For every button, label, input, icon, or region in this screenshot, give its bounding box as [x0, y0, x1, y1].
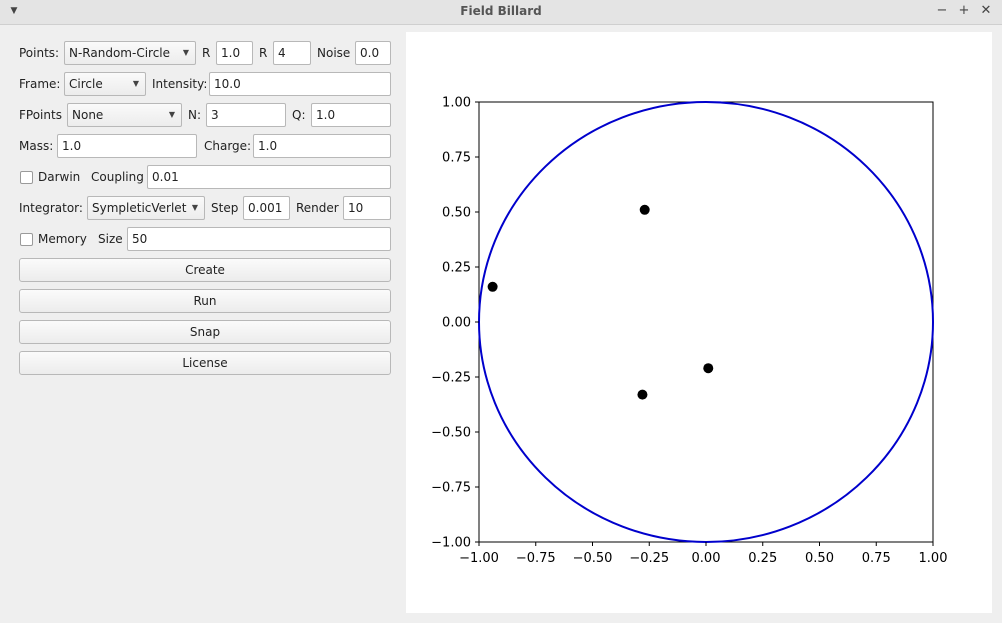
- r2-label: R: [259, 46, 268, 60]
- intensity-label: Intensity:: [152, 77, 208, 91]
- points-label: Points:: [19, 46, 60, 60]
- coupling-input[interactable]: 0.01: [147, 165, 391, 189]
- plot-canvas[interactable]: −1.00 −0.75 −0.50 −0.25 0.00 0.25 0.50 0.75 1.00…: [406, 32, 992, 613]
- chevron-down-icon: ▼: [168, 110, 175, 119]
- fpoints-label: FPoints: [19, 108, 62, 122]
- fpoints-select[interactable]: None ▼: [67, 103, 182, 127]
- r1-input[interactable]: 1.0: [216, 41, 253, 65]
- integrator-label: Integrator:: [19, 201, 83, 215]
- minimize-icon[interactable]: −: [936, 3, 948, 18]
- darwin-checkbox[interactable]: [20, 171, 33, 184]
- intensity-input[interactable]: 10.0: [209, 72, 391, 96]
- particle-point-1: [487, 281, 498, 292]
- snap-button[interactable]: Snap: [19, 320, 391, 344]
- y-tick-label-7: 0.75: [442, 151, 471, 166]
- window-menu-chevron-down-icon[interactable]: ▼: [10, 6, 18, 16]
- x-tick-label-5: 0.25: [748, 551, 777, 566]
- particle-point-2: [703, 363, 714, 374]
- memory-checkbox[interactable]: [20, 233, 33, 246]
- integrator-select-value: SympleticVerlet: [92, 201, 187, 215]
- r2-input[interactable]: 4: [273, 41, 311, 65]
- particle-point-0: [639, 204, 650, 215]
- integrator-select[interactable]: SympleticVerlet ▼: [87, 196, 205, 220]
- step-input[interactable]: 0.001: [243, 196, 290, 220]
- axes-frame: [478, 101, 934, 543]
- title-bar: ▼ Field Billard − + ✕: [0, 0, 1002, 25]
- n-input[interactable]: 3: [206, 103, 286, 127]
- frame-circle: [478, 101, 934, 543]
- render-label: Render: [296, 201, 339, 215]
- noise-input[interactable]: 0.0: [355, 41, 391, 65]
- frame-label: Frame:: [19, 77, 61, 91]
- x-tick-label-1: −0.75: [516, 551, 556, 566]
- charge-label: Charge:: [204, 139, 252, 153]
- y-tick-label-6: 0.50: [442, 206, 471, 221]
- y-tick-label-8: 1.00: [442, 96, 471, 111]
- scatter-plot: −1.00 −0.75 −0.50 −0.25 0.00 0.25 0.50 0.75 1.00…: [431, 96, 948, 567]
- q-input[interactable]: 1.0: [311, 103, 391, 127]
- run-button[interactable]: Run: [19, 289, 391, 313]
- x-tick-label-3: −0.25: [629, 551, 669, 566]
- x-tick-label-0: −1.00: [459, 551, 499, 566]
- step-label: Step: [211, 201, 239, 215]
- particle-point-3: [637, 389, 648, 400]
- n-label: N:: [188, 108, 202, 122]
- size-label: Size: [98, 232, 123, 246]
- memory-label: Memory: [38, 232, 87, 246]
- x-tick-label-4: 0.00: [692, 551, 721, 566]
- points-select-value: N-Random-Circle: [69, 46, 171, 60]
- size-input[interactable]: 50: [127, 227, 391, 251]
- y-tick-label-1: −0.75: [431, 481, 471, 496]
- x-tick-label-6: 0.50: [805, 551, 834, 566]
- mass-label: Mass:: [19, 139, 54, 153]
- r1-label: R: [202, 46, 211, 60]
- x-tick-label-8: 1.00: [919, 551, 948, 566]
- license-button[interactable]: License: [19, 351, 391, 375]
- fpoints-select-value: None: [72, 108, 104, 122]
- chevron-down-icon: ▼: [182, 48, 189, 57]
- frame-select[interactable]: Circle ▼: [64, 72, 146, 96]
- coupling-label: Coupling: [91, 170, 144, 184]
- frame-select-value: Circle: [69, 77, 103, 91]
- charge-input[interactable]: 1.0: [253, 134, 391, 158]
- y-tick-label-4: 0.00: [442, 316, 471, 331]
- chevron-down-icon: ▼: [191, 203, 198, 212]
- x-tick-label-7: 0.75: [862, 551, 891, 566]
- y-tick-label-2: −0.50: [431, 426, 471, 441]
- create-button[interactable]: Create: [19, 258, 391, 282]
- chevron-down-icon: ▼: [132, 79, 139, 88]
- q-label: Q:: [292, 108, 306, 122]
- maximize-icon[interactable]: +: [958, 3, 970, 18]
- mass-input[interactable]: 1.0: [57, 134, 197, 158]
- close-icon[interactable]: ✕: [980, 3, 992, 18]
- window-title: Field Billard: [460, 4, 542, 18]
- points-select[interactable]: N-Random-Circle ▼: [64, 41, 196, 65]
- render-input[interactable]: 10: [343, 196, 391, 220]
- y-tick-label-0: −1.00: [431, 536, 471, 551]
- x-tick-label-2: −0.50: [573, 551, 613, 566]
- y-tick-label-3: −0.25: [431, 371, 471, 386]
- noise-label: Noise: [317, 46, 351, 60]
- darwin-label: Darwin: [38, 170, 81, 184]
- y-tick-label-5: 0.25: [442, 261, 471, 276]
